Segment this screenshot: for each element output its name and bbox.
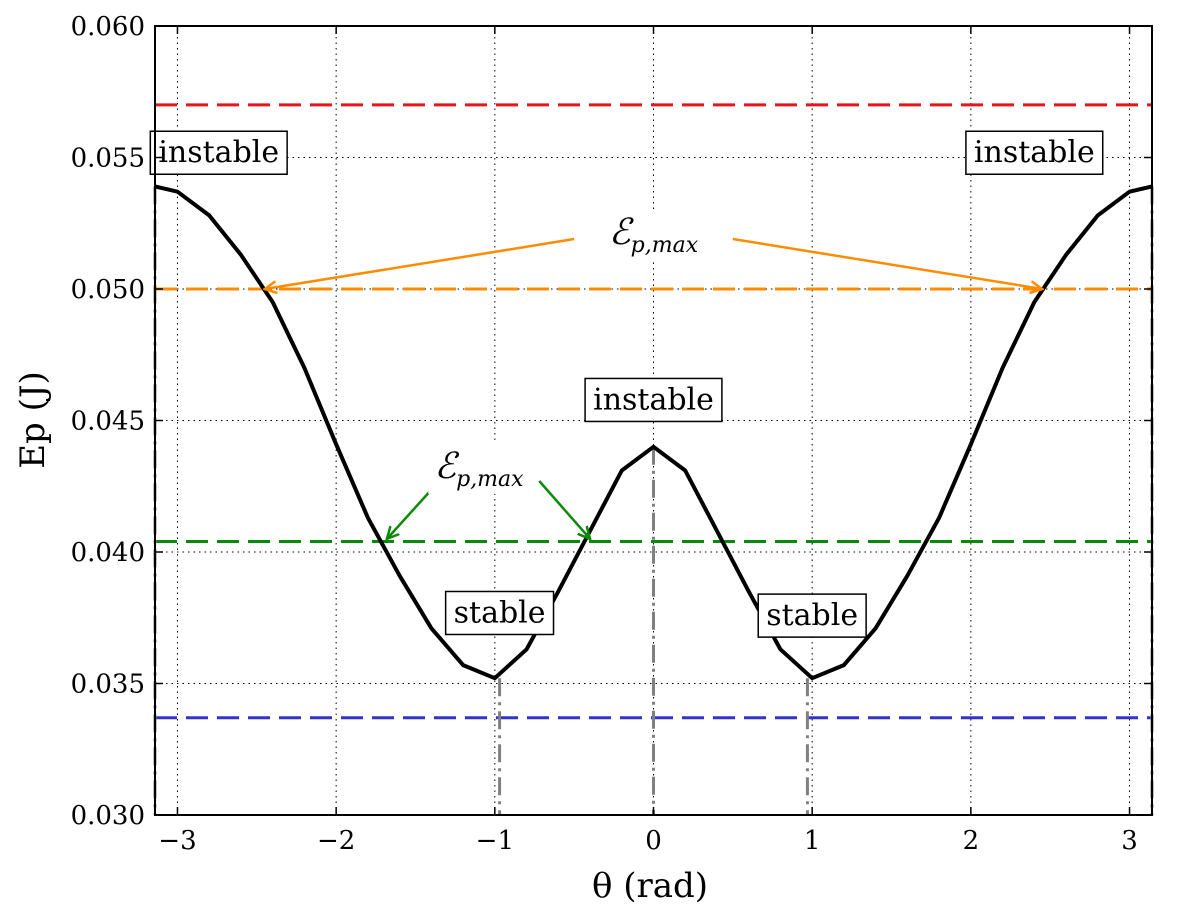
x-tick-label: 1: [804, 826, 821, 856]
x-tick-label: 0: [645, 826, 662, 856]
x-axis-label: θ (rad): [592, 866, 708, 906]
annotation-box: instable: [965, 130, 1104, 175]
x-tick-label: −3: [158, 826, 196, 856]
x-tick-label: 3: [1121, 826, 1138, 856]
annotation-box: instable: [584, 377, 723, 423]
axes: [154, 25, 1153, 816]
y-tick-label: 0.030: [71, 801, 145, 831]
annotation-label: stable: [454, 595, 546, 630]
ep-max-arrow: [538, 480, 590, 539]
annotation-box: stable: [757, 593, 867, 638]
ep-max-arrow: [732, 237, 1042, 289]
y-axis-label: Ep (J): [13, 371, 53, 469]
series: [154, 184, 1153, 681]
annotation-frame: [149, 130, 288, 175]
y-tick-label: 0.060: [71, 12, 145, 42]
annotation-frame: [444, 590, 555, 636]
annotation-label: instable: [158, 135, 279, 170]
ep-max-label: ℰp,max: [609, 212, 699, 258]
ep-max-bg: [428, 443, 531, 494]
annotation-label: instable: [974, 135, 1095, 170]
ep-max-annotation: ℰp,max: [265, 209, 1043, 289]
ep-max-label: ℰp,max: [434, 446, 524, 492]
ep-max-annotation: ℰp,max: [387, 443, 590, 539]
tick-labels: −3 −2 −1 0 1 2 3 0.030 0.035 0.040 0.045 0.050 0.055…: [71, 12, 1138, 856]
x-tick-label: 2: [963, 826, 980, 856]
annotation-frame: [965, 130, 1104, 175]
y-tick-label: 0.035: [71, 670, 145, 700]
potential-curve: [154, 184, 1153, 681]
annotation-box: instable: [149, 130, 288, 175]
annotation-frame: [757, 593, 867, 638]
annotation-frame: [584, 377, 723, 423]
annotations: instable instable instable stable stable ℰp,m…: [149, 130, 1104, 638]
y-tick-label: 0.040: [71, 538, 145, 568]
annotation-label: instable: [593, 382, 714, 417]
extremum-markers: [153, 186, 1154, 815]
x-tick-label: −2: [317, 826, 355, 856]
annotation-label: stable: [766, 598, 858, 633]
ep-max-arrow: [265, 237, 575, 289]
y-tick-label: 0.045: [71, 407, 145, 437]
y-tick-label: 0.050: [71, 275, 145, 305]
ep-max-bg: [602, 209, 705, 260]
annotation-box: stable: [444, 590, 555, 636]
y-tick-label: 0.055: [71, 144, 145, 174]
x-tick-label: −1: [476, 826, 514, 856]
